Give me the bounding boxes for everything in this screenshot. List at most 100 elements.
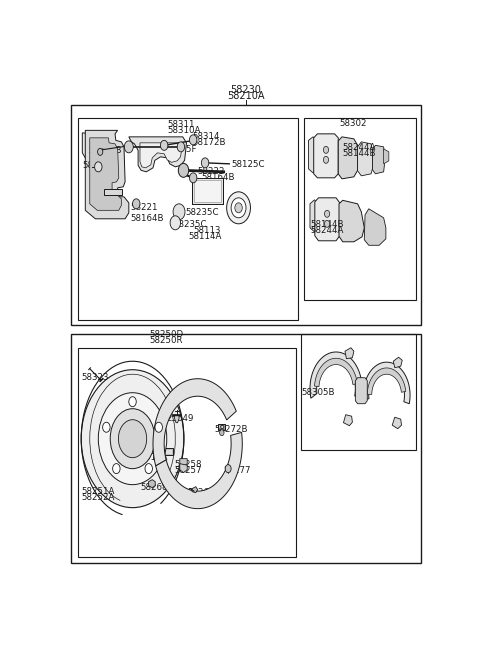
Text: 58277: 58277 xyxy=(224,466,251,475)
Polygon shape xyxy=(358,142,372,176)
Polygon shape xyxy=(393,357,402,368)
Text: 58310A: 58310A xyxy=(168,126,201,135)
Polygon shape xyxy=(180,463,187,472)
Polygon shape xyxy=(310,352,362,401)
Polygon shape xyxy=(192,487,198,493)
Text: 58250D: 58250D xyxy=(149,330,183,339)
Circle shape xyxy=(103,422,110,432)
Text: 58113: 58113 xyxy=(193,227,221,236)
Bar xyxy=(304,118,416,300)
Text: 58125C: 58125C xyxy=(231,160,264,169)
Circle shape xyxy=(170,216,180,230)
Polygon shape xyxy=(129,137,186,172)
Text: 58235C: 58235C xyxy=(186,208,219,217)
Polygon shape xyxy=(156,432,242,509)
Circle shape xyxy=(95,162,102,172)
Text: 58144B: 58144B xyxy=(310,220,344,229)
Polygon shape xyxy=(314,134,338,178)
Text: 58258: 58258 xyxy=(175,460,202,469)
Text: 58251A: 58251A xyxy=(82,487,115,496)
Circle shape xyxy=(155,422,162,432)
Polygon shape xyxy=(175,415,179,422)
Polygon shape xyxy=(392,417,401,429)
Text: 58272B: 58272B xyxy=(215,425,248,434)
Text: 25649: 25649 xyxy=(166,414,193,423)
Text: 58244A: 58244A xyxy=(310,227,343,236)
Text: 58323: 58323 xyxy=(82,373,109,382)
Polygon shape xyxy=(344,415,352,426)
Text: 58221: 58221 xyxy=(130,203,157,212)
Circle shape xyxy=(324,210,330,217)
Circle shape xyxy=(227,192,251,224)
Circle shape xyxy=(235,202,242,213)
Circle shape xyxy=(219,430,224,435)
Text: 58302: 58302 xyxy=(339,119,367,128)
Circle shape xyxy=(324,146,329,153)
Polygon shape xyxy=(314,358,357,387)
Bar xyxy=(219,424,224,429)
Bar xyxy=(192,178,223,204)
Bar xyxy=(148,448,173,455)
Text: 58222: 58222 xyxy=(197,167,224,177)
Text: 58163B: 58163B xyxy=(88,146,121,155)
Text: 58164B: 58164B xyxy=(202,173,235,182)
Text: 58250R: 58250R xyxy=(149,336,183,345)
Polygon shape xyxy=(310,200,319,232)
Bar xyxy=(71,334,421,563)
Circle shape xyxy=(119,420,147,458)
Bar xyxy=(104,189,122,195)
Polygon shape xyxy=(363,362,410,404)
Circle shape xyxy=(177,142,185,152)
Text: 58179: 58179 xyxy=(93,190,120,199)
Text: 58144B: 58144B xyxy=(342,149,375,158)
Circle shape xyxy=(113,463,120,474)
Polygon shape xyxy=(355,378,367,404)
Text: 58114A: 58114A xyxy=(189,232,222,241)
Polygon shape xyxy=(148,480,155,487)
Text: 58230: 58230 xyxy=(230,85,262,95)
Text: 58125: 58125 xyxy=(83,162,110,170)
Circle shape xyxy=(132,199,140,209)
Bar xyxy=(218,424,225,430)
Bar xyxy=(78,118,298,320)
Circle shape xyxy=(231,198,246,218)
Text: 58305B: 58305B xyxy=(302,388,336,397)
Bar xyxy=(150,448,172,454)
Bar xyxy=(78,348,296,557)
Polygon shape xyxy=(153,379,236,466)
Text: 58172B: 58172B xyxy=(192,138,226,147)
Text: 58235C: 58235C xyxy=(173,220,207,229)
Bar xyxy=(71,105,421,325)
Polygon shape xyxy=(345,348,354,359)
Text: 58268: 58268 xyxy=(140,483,168,492)
Circle shape xyxy=(124,141,133,153)
Polygon shape xyxy=(83,133,96,162)
Text: 58266: 58266 xyxy=(187,488,215,497)
Polygon shape xyxy=(367,368,406,395)
Text: 58312A: 58312A xyxy=(134,453,168,462)
Circle shape xyxy=(190,173,197,183)
Text: 58257: 58257 xyxy=(175,466,202,475)
Polygon shape xyxy=(309,137,317,173)
Circle shape xyxy=(202,158,209,168)
Polygon shape xyxy=(90,138,121,210)
Circle shape xyxy=(97,149,103,155)
Bar xyxy=(301,334,416,450)
Polygon shape xyxy=(180,459,187,467)
Circle shape xyxy=(129,397,136,407)
Circle shape xyxy=(324,156,329,164)
Circle shape xyxy=(160,140,168,151)
Polygon shape xyxy=(315,198,340,241)
Circle shape xyxy=(173,204,185,220)
Text: 58210A: 58210A xyxy=(227,92,265,101)
Polygon shape xyxy=(364,209,386,245)
Circle shape xyxy=(190,135,197,145)
Text: 58125F: 58125F xyxy=(164,145,197,154)
Polygon shape xyxy=(338,137,358,179)
Polygon shape xyxy=(140,143,182,168)
Text: 58252A: 58252A xyxy=(82,493,115,502)
Circle shape xyxy=(98,393,167,485)
Circle shape xyxy=(81,370,184,508)
Circle shape xyxy=(324,220,330,227)
Text: 58311: 58311 xyxy=(168,120,195,129)
